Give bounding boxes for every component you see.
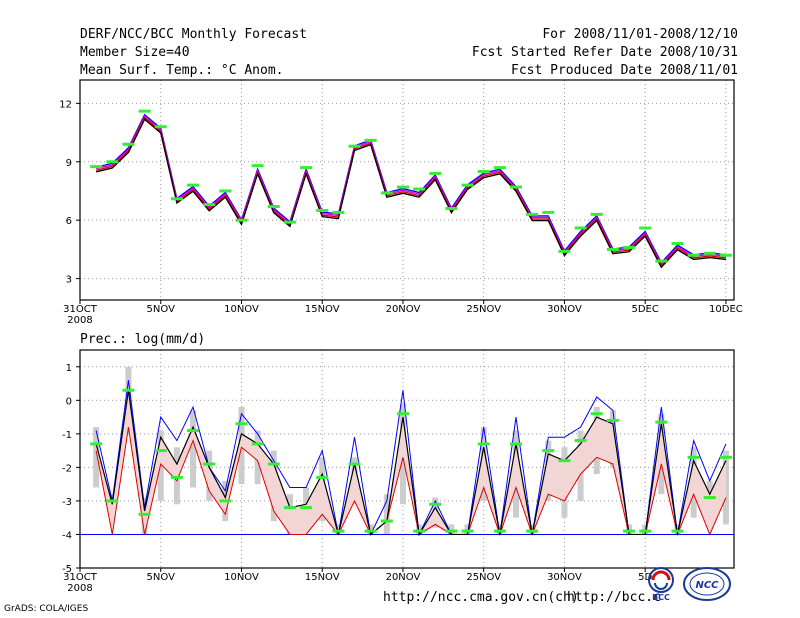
x-tick-label: 10DEC — [709, 304, 743, 315]
x-tick-label: 30NOV — [547, 572, 582, 583]
x-tick-label: 5DEC — [631, 304, 658, 315]
precip-spread-bar — [335, 524, 342, 535]
y-tick-label: 12 — [59, 99, 72, 110]
forecast-period: For 2008/11/01-2008/12/10 — [542, 27, 738, 42]
x-tick-label: 31OCT — [63, 304, 98, 315]
precip-max-line — [95, 380, 727, 537]
x-tick-label: 20NOV — [386, 304, 421, 315]
precip-spread-bar — [674, 524, 681, 535]
grads-credit: GrADS: COLA/IGES — [4, 604, 89, 614]
bcc-url[interactable]: http://bcc.c — [567, 590, 661, 605]
temp-member-line — [95, 115, 727, 266]
precip-spread-bar — [464, 524, 471, 535]
x-tick-label: 5NOV — [147, 572, 176, 583]
precip-spread-bar — [496, 524, 503, 535]
temp-member-line — [95, 113, 727, 264]
produced-date: Fcst Produced Date 2008/11/01 — [511, 63, 738, 78]
y-tick-label: 3 — [66, 275, 72, 286]
plot-frame — [79, 79, 735, 301]
y-tick-label: 9 — [66, 158, 72, 169]
y-tick-label: -2 — [62, 463, 72, 474]
precip-spread-bar — [529, 524, 536, 535]
x-tick-label: 5NOV — [147, 304, 176, 315]
ncc-logo-icon: NCC — [683, 567, 731, 601]
precip-title: Prec.: log(mm/d) — [80, 332, 206, 347]
ncc-logo-text: NCC — [695, 580, 719, 591]
precip-mean-line — [95, 390, 727, 537]
precip-spread-bar — [448, 524, 455, 535]
y-tick-label: -3 — [62, 497, 72, 508]
y-tick-label: -4 — [62, 530, 72, 541]
temp-member-line — [95, 118, 727, 269]
bcc-logo-icon: BCC — [648, 567, 674, 602]
y-tick-label: 6 — [66, 216, 72, 227]
y-tick-label: 1 — [66, 363, 72, 374]
variable-label: Mean Surf. Temp.: °C Anom. — [80, 63, 284, 78]
ncc-url[interactable]: http://ncc.cma.gov.cn(ch) — [383, 590, 579, 605]
precip-spread-bar — [383, 494, 390, 535]
x-tick-label: 20NOV — [386, 572, 421, 583]
precip-spread-bar — [367, 524, 374, 535]
x-tick-label: 10NOV — [224, 304, 259, 315]
bcc-logo-text: BCC — [652, 593, 670, 602]
precip-spread-bar — [190, 410, 197, 488]
x-tick-label: 5D — [638, 572, 652, 583]
x-tick-label: 15NOV — [305, 572, 340, 583]
y-tick-label: -1 — [62, 430, 72, 441]
precip-spread-bar — [642, 524, 649, 535]
precip-spread-bar — [93, 427, 100, 488]
y-tick-label: -5 — [62, 564, 72, 575]
x-tick-label: 30NOV — [547, 304, 582, 315]
x-tick-label: 25NOV — [466, 304, 501, 315]
x-tick-label: 25NOV — [466, 572, 501, 583]
precip-spread-bar — [416, 524, 423, 535]
x-tick-label: 10NOV — [224, 572, 259, 583]
precip-min-line — [95, 427, 727, 537]
x-tick-label: 15NOV — [305, 304, 340, 315]
member-size: Member Size=40 — [80, 45, 190, 60]
x-tick-label: 31OCT — [63, 572, 98, 583]
temp-member-line — [95, 116, 727, 267]
plot-frame — [79, 349, 735, 569]
start-date: Fcst Started Refer Date 2008/10/31 — [471, 45, 738, 60]
x-tick-year: 2008 — [67, 315, 92, 326]
chart-title: DERF/NCC/BCC Monthly Forecast — [80, 27, 307, 42]
y-tick-label: 0 — [66, 396, 72, 407]
precip-spread-bar — [626, 524, 633, 535]
x-tick-year: 2008 — [67, 583, 92, 594]
